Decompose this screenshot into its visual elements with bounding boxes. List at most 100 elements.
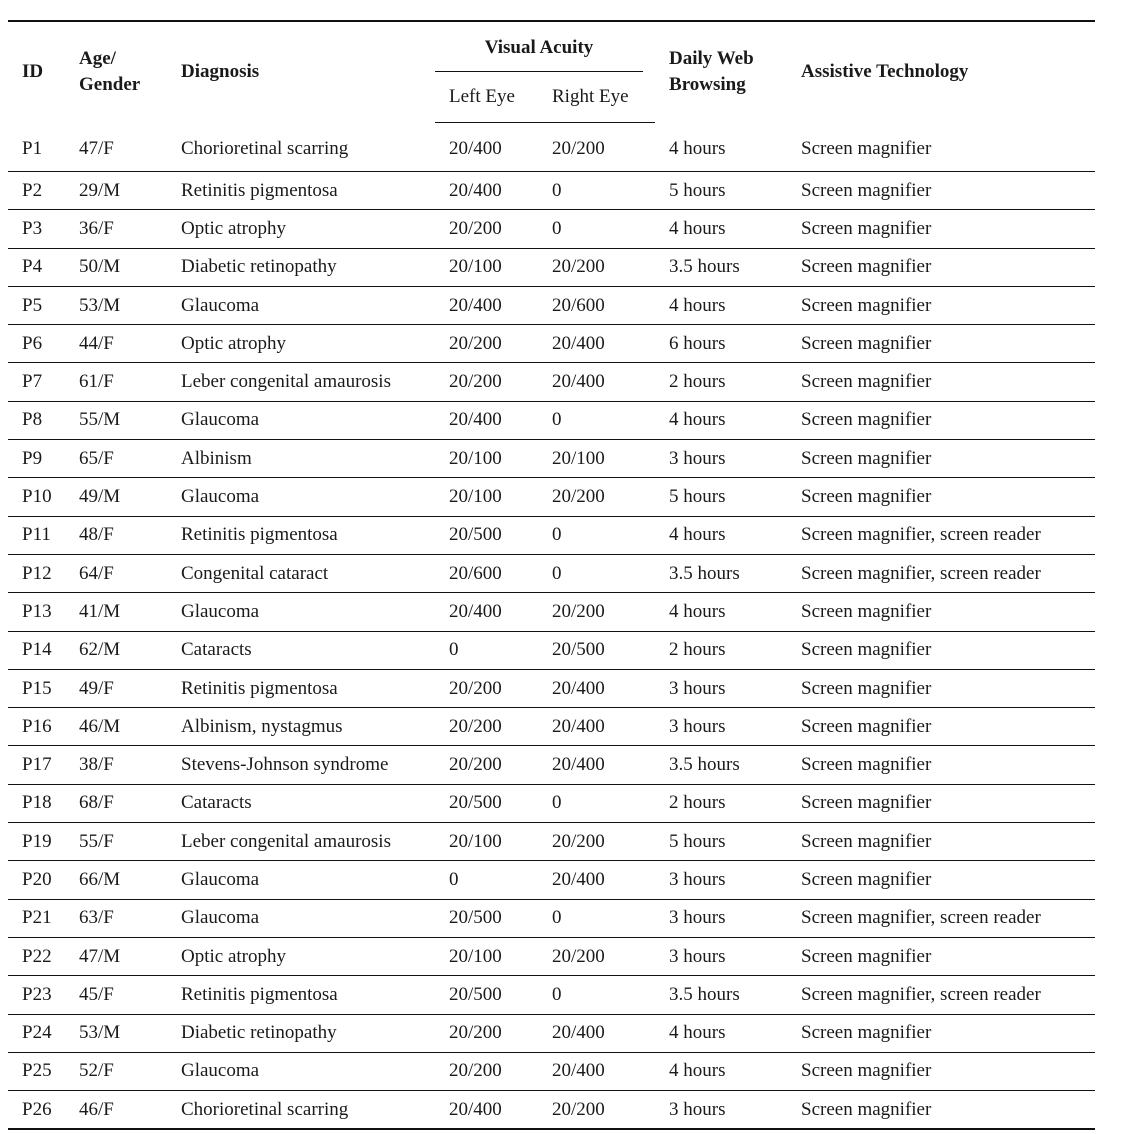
cell-diagnosis: Congenital cataract (167, 554, 435, 594)
cell-assistive-technology: Screen magnifier (787, 362, 1096, 402)
table-row: P21 63/F Glaucoma 20/500 0 3 hours Screen magn… (8, 899, 1096, 938)
table-body: P1 47/F Chorioretinal scarring 20/400 20/200… (8, 122, 1096, 1131)
table-row: P16 46/M Albinism, nystagmus 20/200 20/400 3 … (8, 707, 1096, 747)
cell-id: P22 (8, 937, 65, 977)
cell-daily-web: 3 hours (655, 899, 788, 938)
cell-left-eye: 20/100 (435, 477, 538, 517)
cell-assistive-technology: Screen magnifier (787, 324, 1096, 364)
cell-assistive-technology: Screen magnifier (787, 122, 1096, 172)
cell-right-eye: 20/400 (538, 860, 656, 900)
cell-right-eye: 0 (538, 171, 656, 211)
cell-daily-web: 2 hours (655, 362, 788, 402)
cell-right-eye: 20/400 (538, 745, 656, 785)
cell-right-eye: 0 (538, 209, 656, 249)
cell-left-eye: 20/500 (435, 975, 538, 1015)
cell-daily-web: 3 hours (655, 669, 788, 709)
cell-age-gender: 65/F (65, 439, 167, 479)
cell-left-eye: 20/100 (435, 937, 538, 977)
cell-daily-web: 2 hours (655, 631, 788, 670)
cell-daily-web: 4 hours (655, 592, 788, 632)
cell-right-eye: 20/200 (538, 822, 656, 862)
cell-daily-web: 3 hours (655, 707, 788, 747)
cell-daily-web: 3.5 hours (655, 554, 788, 594)
cell-right-eye: 20/400 (538, 669, 656, 709)
cell-id: P20 (8, 860, 65, 900)
cell-right-eye: 20/200 (538, 592, 656, 632)
cell-left-eye: 20/400 (435, 401, 538, 441)
cell-assistive-technology: Screen magnifier (787, 209, 1096, 249)
cell-diagnosis: Albinism (167, 439, 435, 479)
cell-right-eye: 20/400 (538, 362, 656, 402)
cell-daily-web: 3.5 hours (655, 745, 788, 785)
cell-id: P13 (8, 592, 65, 632)
participants-table-container: ID Age/ Gender Diagnosis Visual Acuity D… (8, 20, 1096, 1131)
cell-id: P4 (8, 248, 65, 287)
cell-assistive-technology: Screen magnifier (787, 745, 1096, 785)
cell-diagnosis: Glaucoma (167, 286, 435, 326)
cell-assistive-technology: Screen magnifier (787, 477, 1096, 517)
cell-assistive-technology: Screen magnifier, screen reader (787, 975, 1096, 1015)
header-visual-acuity: Visual Acuity (435, 20, 656, 72)
cell-id: P23 (8, 975, 65, 1015)
table-row: P19 55/F Leber congenital amaurosis 20/100 2… (8, 822, 1096, 862)
cell-diagnosis: Retinitis pigmentosa (167, 516, 435, 555)
cell-right-eye: 20/200 (538, 477, 656, 517)
cell-id: P3 (8, 209, 65, 249)
cell-right-eye: 20/400 (538, 707, 656, 747)
cell-diagnosis: Optic atrophy (167, 937, 435, 977)
table-row: P8 55/M Glaucoma 20/400 0 4 hours Screen magni… (8, 401, 1096, 441)
cell-age-gender: 61/F (65, 362, 167, 402)
header-age-gender-text: Age/ Gender (79, 48, 141, 96)
cell-diagnosis: Glaucoma (167, 592, 435, 632)
cell-age-gender: 50/M (65, 248, 167, 287)
cell-daily-web: 3 hours (655, 937, 788, 977)
cell-assistive-technology: Screen magnifier (787, 669, 1096, 709)
cell-id: P16 (8, 707, 65, 747)
cell-diagnosis: Glaucoma (167, 899, 435, 938)
table-row: P15 49/F Retinitis pigmentosa 20/200 20/400 3… (8, 669, 1096, 709)
cell-age-gender: 29/M (65, 171, 167, 211)
header-left-eye: Left Eye (435, 72, 538, 123)
cell-diagnosis: Stevens-Johnson syndrome (167, 745, 435, 785)
cell-id: P19 (8, 822, 65, 862)
cell-diagnosis: Glaucoma (167, 477, 435, 517)
cell-left-eye: 20/400 (435, 592, 538, 632)
cell-right-eye: 20/400 (538, 1052, 656, 1092)
table-row: P11 48/F Retinitis pigmentosa 20/500 0 4 hour… (8, 516, 1096, 555)
cell-age-gender: 53/M (65, 1014, 167, 1053)
cell-left-eye: 20/500 (435, 516, 538, 555)
cell-right-eye: 0 (538, 784, 656, 824)
header-diagnosis: Diagnosis (167, 20, 435, 123)
cell-daily-web: 2 hours (655, 784, 788, 824)
table-row: P7 61/F Leber congenital amaurosis 20/200 20… (8, 362, 1096, 402)
header-right-eye: Right Eye (538, 72, 656, 123)
table-row: P12 64/F Congenital cataract 20/600 0 3.5 hou… (8, 554, 1096, 594)
cell-assistive-technology: Screen magnifier, screen reader (787, 554, 1096, 594)
cell-id: P6 (8, 324, 65, 364)
cell-age-gender: 62/M (65, 631, 167, 670)
cell-left-eye: 20/500 (435, 899, 538, 938)
cell-daily-web: 4 hours (655, 209, 788, 249)
cell-assistive-technology: Screen magnifier (787, 937, 1096, 977)
table-header: ID Age/ Gender Diagnosis Visual Acuity D… (8, 20, 1096, 123)
cell-diagnosis: Optic atrophy (167, 324, 435, 364)
cell-daily-web: 4 hours (655, 122, 788, 172)
cell-daily-web: 3.5 hours (655, 248, 788, 287)
cell-diagnosis: Optic atrophy (167, 209, 435, 249)
header-daily-web: Daily Web Browsing (655, 20, 788, 123)
cell-diagnosis: Glaucoma (167, 401, 435, 441)
cell-daily-web: 4 hours (655, 1014, 788, 1053)
cell-age-gender: 49/M (65, 477, 167, 517)
cell-id: P8 (8, 401, 65, 441)
header-visual-acuity-text: Visual Acuity (484, 37, 594, 58)
cell-age-gender: 47/F (65, 122, 167, 172)
cell-diagnosis: Diabetic retinopathy (167, 1014, 435, 1053)
table-row: P17 38/F Stevens-Johnson syndrome 20/200 20/… (8, 745, 1096, 785)
header-assistive-technology: Assistive Technology (787, 20, 1096, 123)
cell-id: P21 (8, 899, 65, 938)
cell-age-gender: 36/F (65, 209, 167, 249)
cell-age-gender: 64/F (65, 554, 167, 594)
cell-diagnosis: Leber congenital amaurosis (167, 822, 435, 862)
cell-right-eye: 20/500 (538, 631, 656, 670)
table-row: P23 45/F Retinitis pigmentosa 20/500 0 3.5 ho… (8, 975, 1096, 1015)
